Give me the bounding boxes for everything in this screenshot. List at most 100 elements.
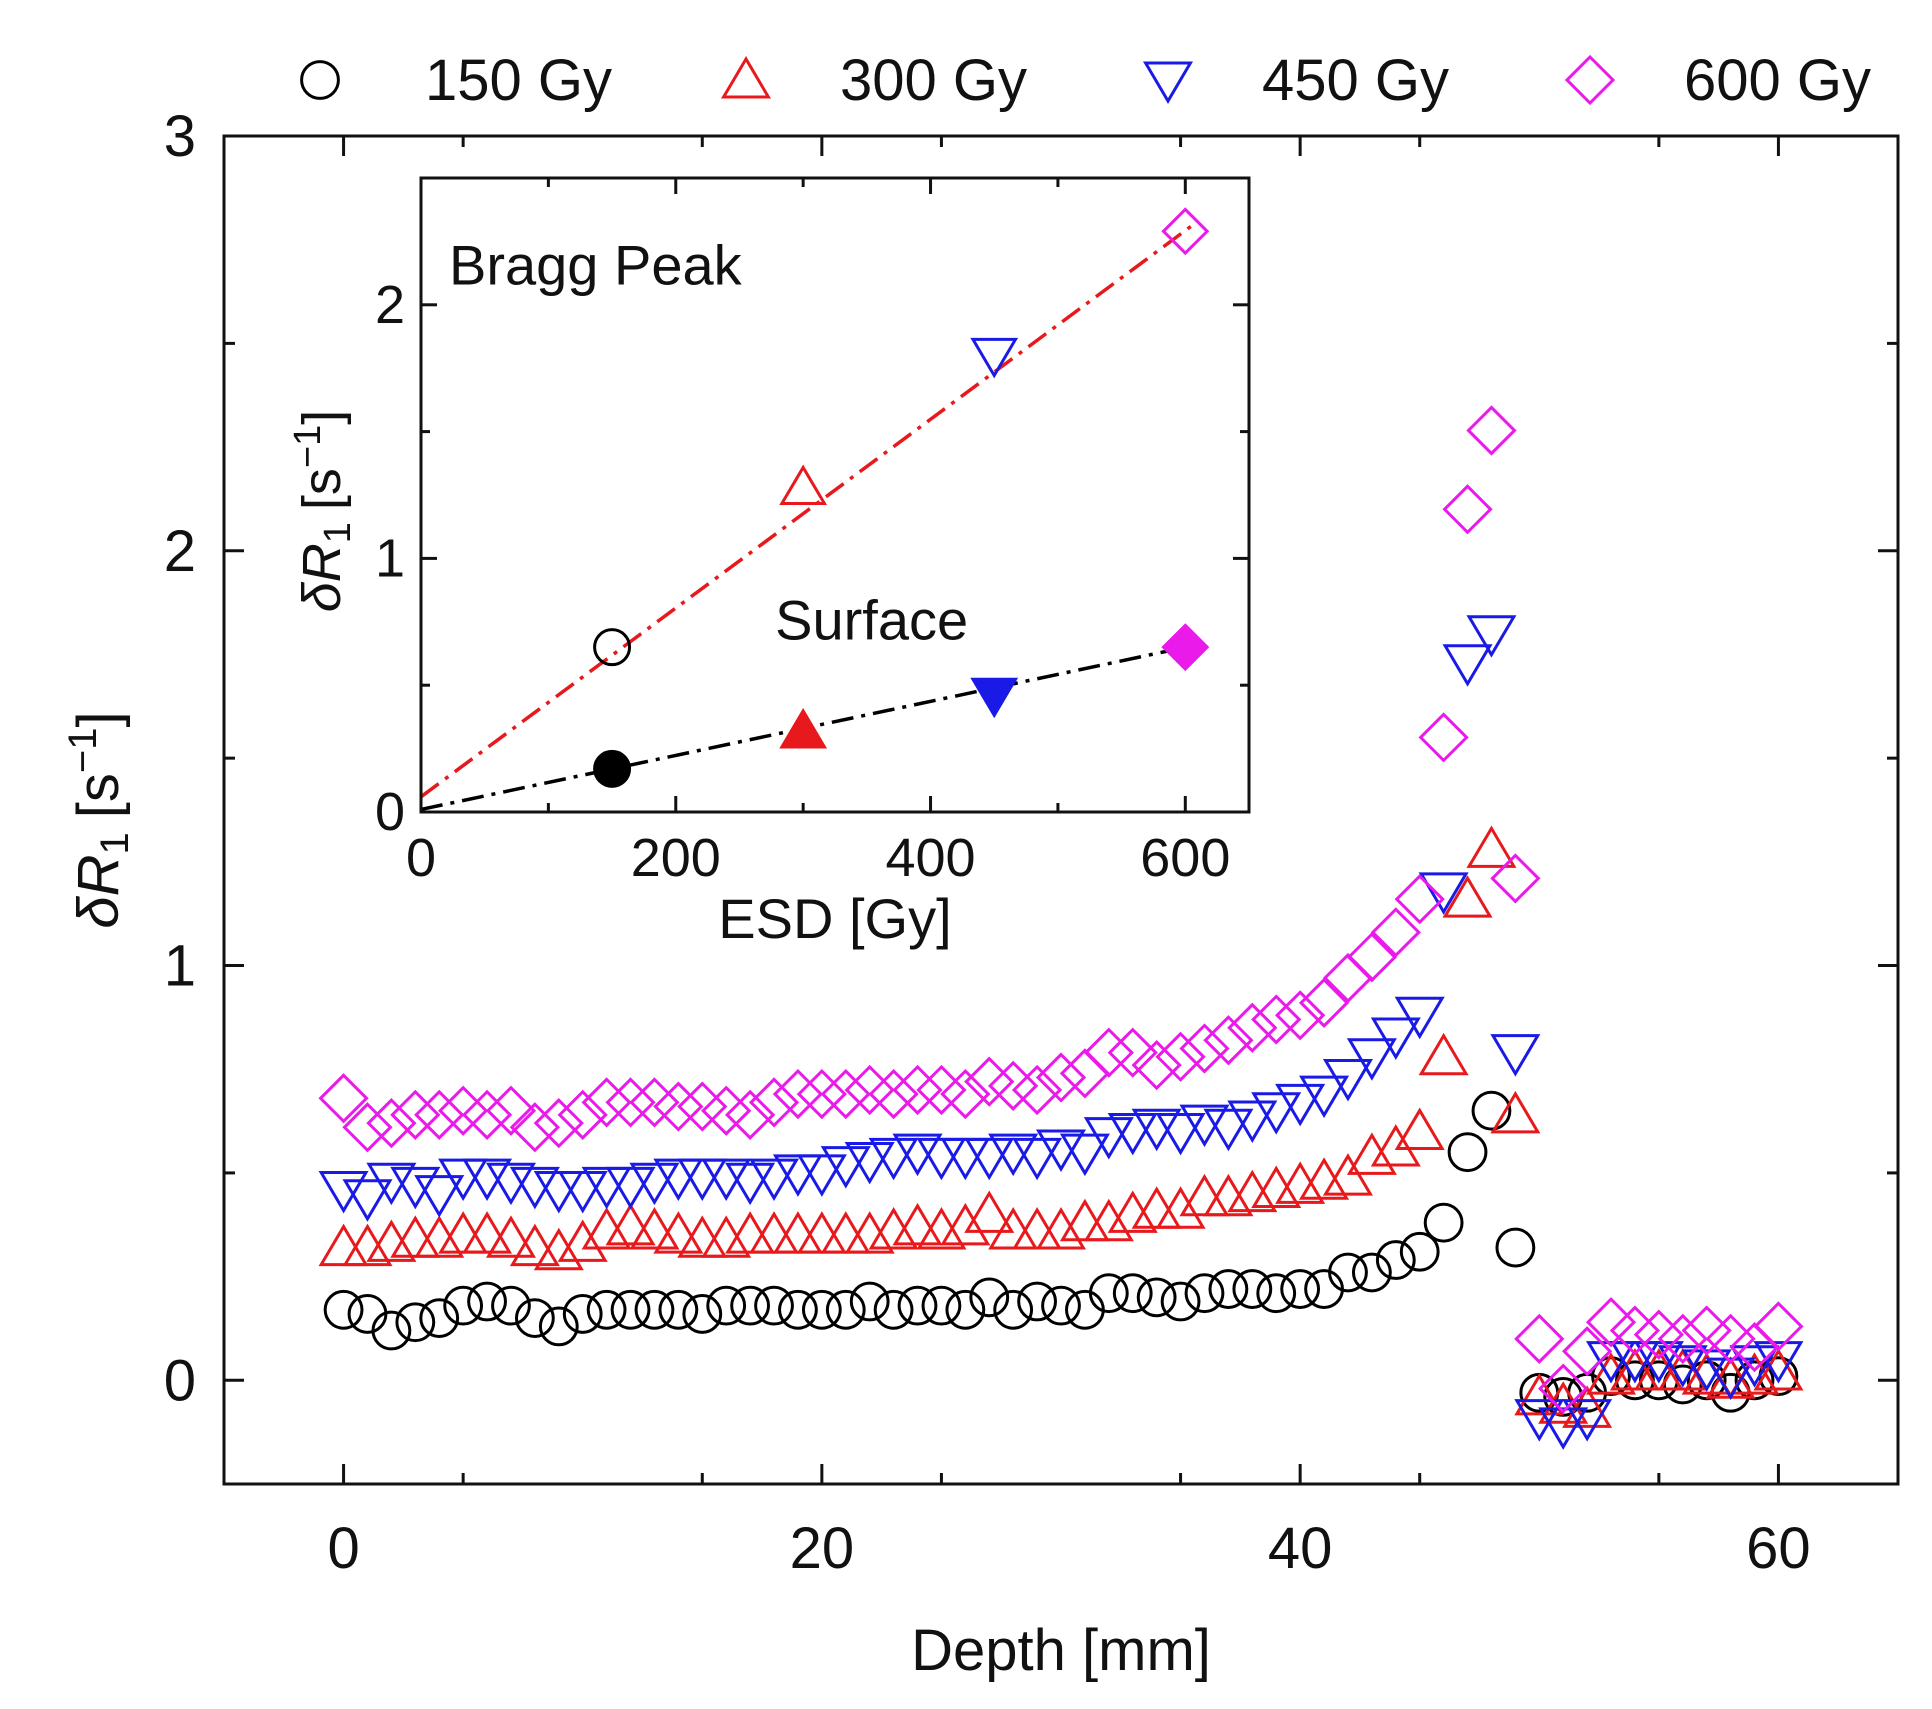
fit-line-bragg-peak-fit — [419, 219, 1200, 799]
inset-x-tick-label: 200 — [631, 828, 721, 888]
data-point — [796, 1211, 847, 1254]
data-point — [677, 1215, 728, 1258]
data-point — [916, 1064, 967, 1116]
data-point — [1538, 1363, 1589, 1414]
inset-plot: 0 200 400 600 0 1 2 Bragg Peak Surface ESD [Gy… — [287, 176, 1251, 950]
data-point — [1059, 1198, 1110, 1242]
data-point — [749, 1211, 800, 1254]
data-point — [1059, 1133, 1110, 1177]
data-point — [462, 1211, 513, 1254]
data-point — [581, 1166, 632, 1210]
legend-marker — [1564, 54, 1616, 106]
legend-entry-150-gy: 150 Gy — [300, 48, 612, 113]
data-point — [390, 1166, 441, 1210]
inset-y-axis-label-symbol: δR — [292, 543, 352, 612]
data-point — [390, 1089, 441, 1140]
data-point — [969, 1277, 1010, 1318]
data-point — [1633, 1309, 1684, 1360]
data-point — [701, 1158, 752, 1202]
data-point — [533, 1227, 584, 1271]
y-tick-label: 3 — [164, 104, 196, 169]
data-point — [1155, 1186, 1206, 1229]
series-600-gy — [318, 405, 1804, 1414]
x-tick-label: 60 — [1746, 1516, 1811, 1581]
data-point — [1346, 1132, 1397, 1175]
data-point — [1346, 932, 1398, 983]
data-point — [1753, 1348, 1804, 1391]
data-point — [467, 1281, 507, 1322]
main-plot-frame — [222, 134, 1900, 1486]
data-point — [945, 1289, 986, 1330]
series-300-gy — [318, 825, 1804, 1428]
data-point — [538, 1306, 579, 1347]
data-point — [1753, 1301, 1804, 1352]
data-point — [921, 1285, 962, 1326]
legend-marker — [300, 60, 340, 100]
data-point — [629, 1162, 680, 1206]
inset-series-bragg-peak — [593, 207, 1210, 667]
data-point — [820, 1068, 871, 1120]
data-point — [749, 1158, 800, 1202]
inset-y-axis-label-unit-sup: −1 — [287, 425, 329, 468]
data-point — [605, 1077, 656, 1128]
data-point — [1370, 1124, 1421, 1167]
data-point — [1442, 484, 1493, 535]
data-point — [1322, 1153, 1373, 1196]
data-point — [605, 1202, 656, 1246]
data-point — [1160, 1281, 1201, 1322]
inset-series-surface — [593, 623, 1210, 788]
data-point — [1514, 1313, 1565, 1364]
data-point — [1490, 853, 1541, 904]
data-point — [491, 1285, 531, 1326]
data-point — [1609, 1305, 1661, 1356]
data-point — [395, 1302, 436, 1343]
data-point — [581, 1077, 632, 1128]
data-point — [1514, 1399, 1565, 1442]
data-point — [323, 1289, 364, 1330]
data-point — [868, 1068, 919, 1120]
data-point — [1657, 1313, 1708, 1364]
data-point — [533, 1098, 584, 1149]
x-tick-label: 0 — [327, 1516, 359, 1581]
data-point — [964, 1137, 1015, 1181]
data-point — [796, 1154, 847, 1197]
y-tick-label: 1 — [164, 934, 196, 999]
data-point — [1035, 1207, 1087, 1250]
data-point — [988, 1133, 1039, 1177]
data-point — [509, 1102, 561, 1153]
data-point — [419, 1298, 460, 1338]
inset-markers — [593, 207, 1210, 788]
data-point — [1562, 1385, 1613, 1428]
data-point — [1227, 1100, 1278, 1143]
data-point — [1418, 712, 1469, 763]
data-point — [1423, 1202, 1464, 1243]
data-point — [1155, 1112, 1206, 1156]
legend-label: 450 Gy — [1262, 48, 1449, 113]
data-point — [414, 1175, 465, 1218]
data-point — [1251, 1092, 1302, 1135]
data-point — [557, 1219, 608, 1262]
data-point — [653, 1081, 704, 1132]
data-point — [557, 1171, 608, 1214]
data-point — [414, 1215, 465, 1258]
legend-marker — [720, 56, 772, 99]
data-point — [1131, 1039, 1182, 1091]
legend-entry-600-gy: 600 Gy — [1564, 48, 1871, 113]
data-point — [658, 1289, 699, 1330]
data-point — [1561, 1326, 1613, 1377]
data-point — [1370, 1017, 1421, 1061]
data-point — [988, 1207, 1039, 1250]
data-point — [725, 1162, 776, 1206]
data-point — [801, 1289, 842, 1330]
inset-data-point — [970, 677, 1019, 719]
data-point — [1017, 1281, 1057, 1322]
data-point — [1346, 1038, 1397, 1081]
data-point — [1184, 1273, 1225, 1314]
data-point — [730, 1285, 771, 1326]
data-point — [653, 1158, 704, 1202]
data-point — [414, 1089, 465, 1140]
data-point — [347, 1294, 388, 1334]
data-point — [1394, 874, 1445, 925]
y-axis-label-unit-close: ] — [66, 711, 131, 727]
